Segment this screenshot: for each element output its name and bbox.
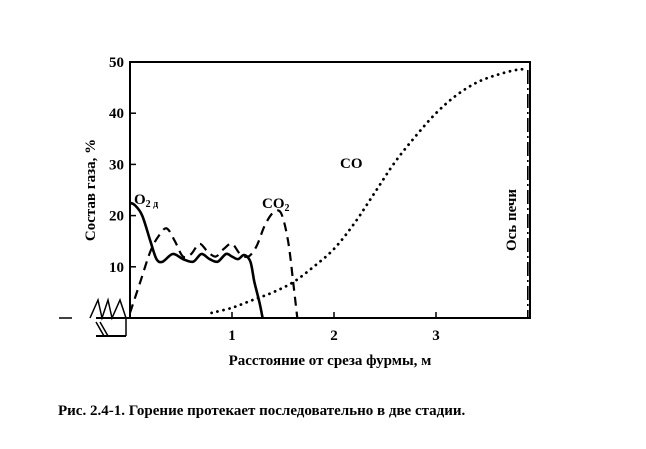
series-label-co: CO [340,156,363,172]
series-label-co2: CO2 [262,196,290,214]
y-tick-label: 30 [109,157,124,173]
series-line-o2-д [129,201,264,319]
y-tick-label: 40 [109,106,124,122]
plot-frame [129,61,531,319]
y-tick-label: 10 [109,260,124,276]
y-tick-label: 20 [109,209,124,225]
y-ticks: 10 20 30 40 50 [109,55,136,276]
furnace-axis: Ось печи [504,70,529,318]
tuyere-symbol [59,297,130,337]
x-tick-label: 3 [432,328,440,344]
x-ticks: 1 2 3 [228,312,440,344]
furnace-axis-label: Ось печи [504,189,520,251]
x-tick-label: 2 [330,328,338,344]
figure-caption: Рис. 2.4-1. Горение протекает последоват… [58,403,466,419]
series-line-co2 [128,209,299,319]
chart-axes [129,61,531,319]
series-label-o2-д: O2 д [134,192,158,210]
x-axis-title: Расстояние от среза фурмы, м [229,353,432,369]
series-line-co [210,67,530,315]
series-lines [128,67,530,319]
y-axis-title: Состав газа, % [83,139,99,241]
y-tick-label: 50 [109,55,124,71]
series-labels: O2 д CO2 CO [134,156,363,214]
x-tick-label: 1 [228,328,236,344]
